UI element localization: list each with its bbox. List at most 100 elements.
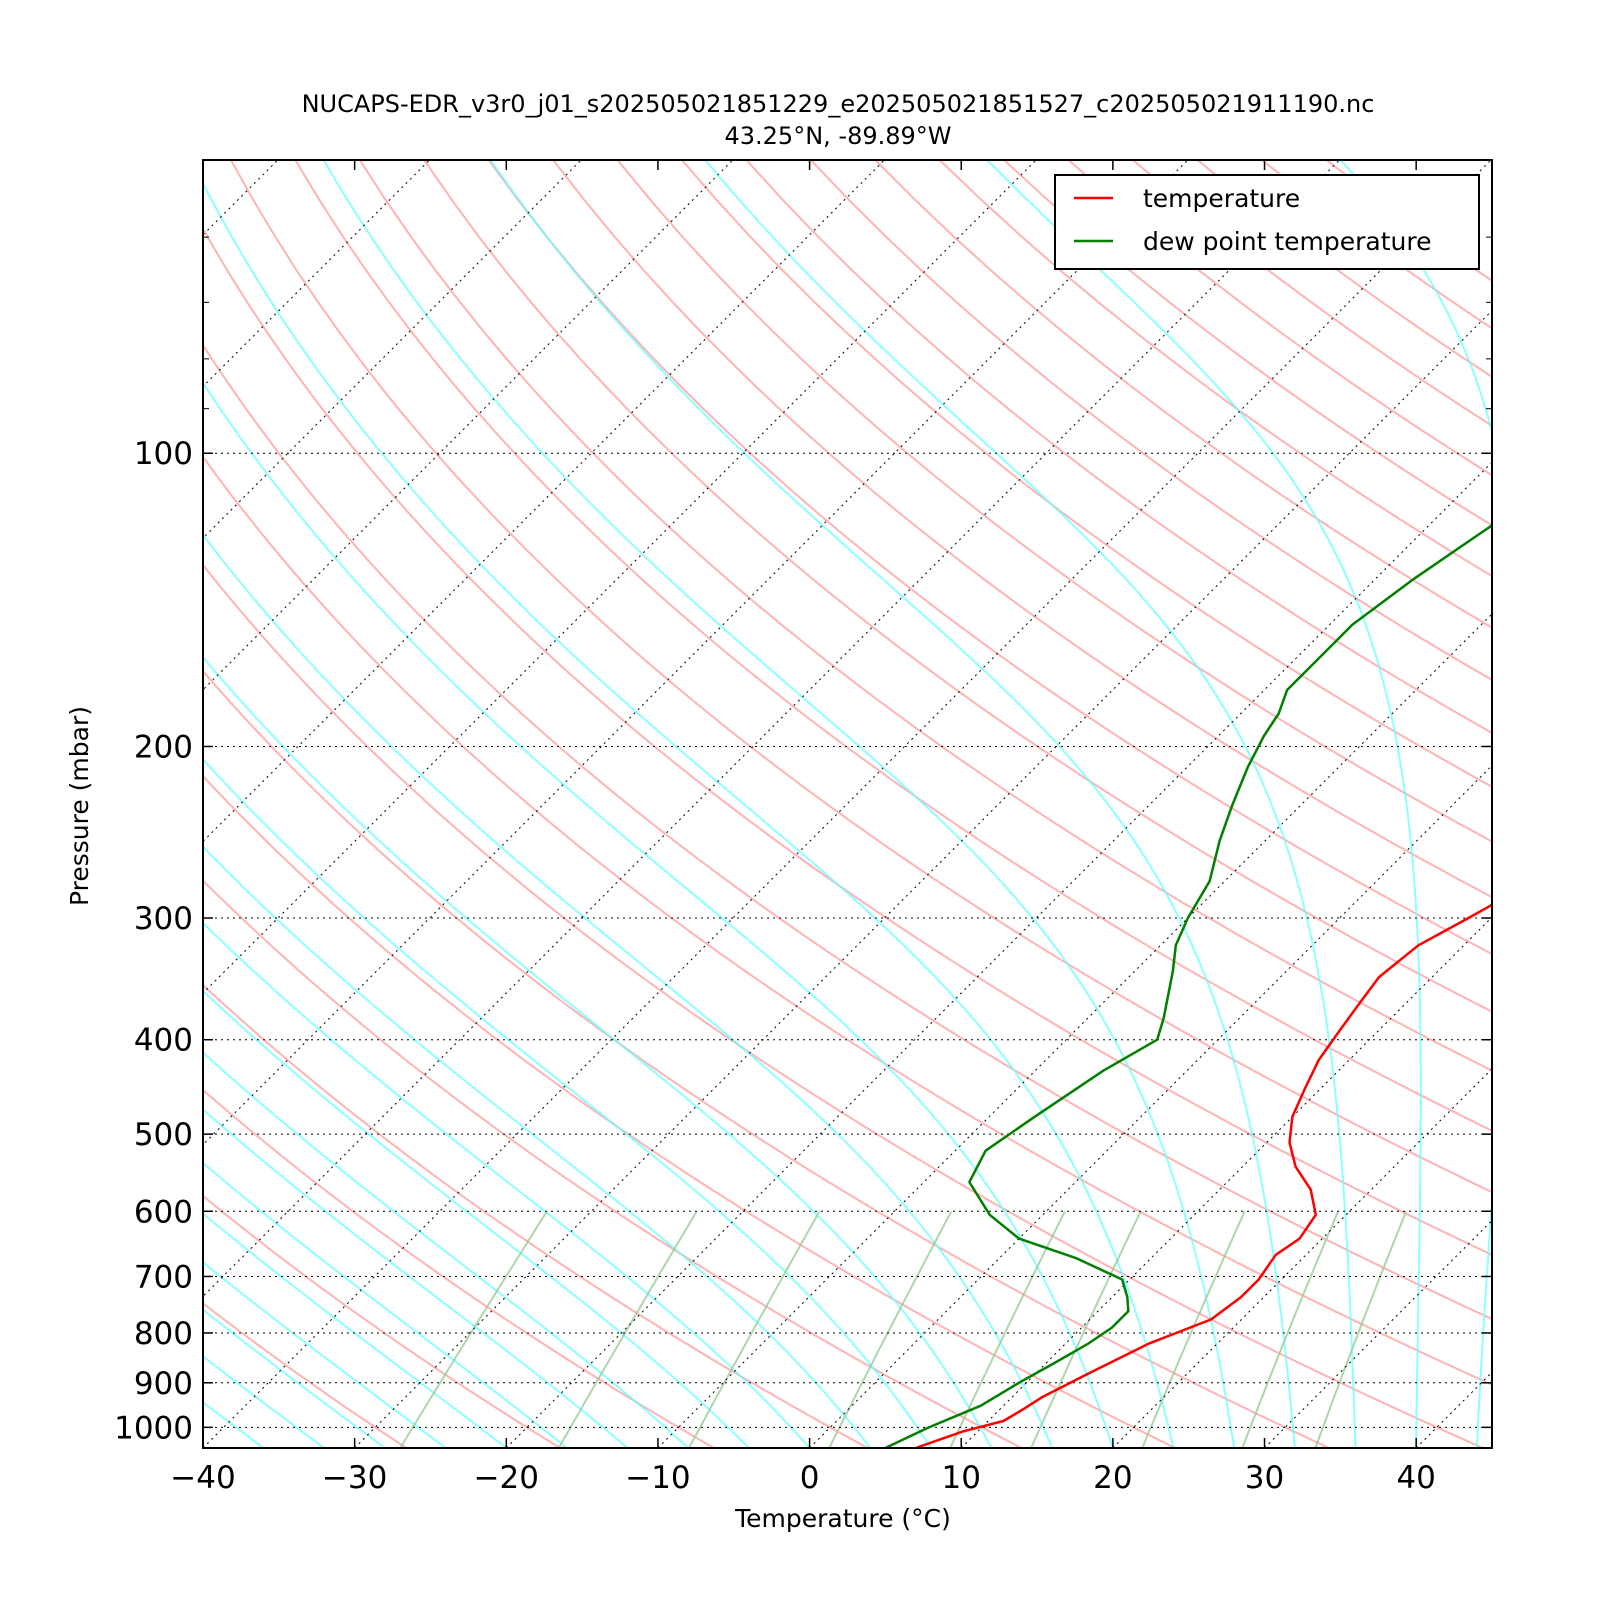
dry-adiabat bbox=[203, 563, 1484, 1448]
dry-adiabat bbox=[680, 160, 1492, 788]
moist-adiabat bbox=[704, 160, 1357, 1448]
moist-adiabat bbox=[203, 1212, 507, 1448]
dry-adiabat bbox=[203, 774, 1176, 1448]
dry-adiabat bbox=[551, 160, 1492, 899]
moist-adiabat bbox=[203, 381, 1114, 1448]
dry-adiabat bbox=[1067, 160, 1492, 477]
legend-label-temperature: temperature bbox=[1143, 184, 1300, 213]
dry-adiabat bbox=[873, 160, 1492, 629]
moist-adiabat bbox=[489, 160, 1296, 1448]
x-tick-label: −40 bbox=[170, 1460, 235, 1496]
isotherm-gridline bbox=[203, 160, 734, 691]
legend: temperature dew point temperature bbox=[1054, 174, 1480, 270]
x-tick-label: −10 bbox=[625, 1460, 690, 1496]
moist-adiabat bbox=[203, 1051, 689, 1448]
moist-adiabat bbox=[203, 758, 932, 1448]
dry-adiabat bbox=[938, 160, 1492, 578]
dry-adiabat bbox=[423, 160, 1492, 1013]
legend-label-dew-point: dew point temperature bbox=[1143, 227, 1432, 256]
dry-adiabat bbox=[1002, 160, 1492, 527]
x-axis-label: Temperature (°C) bbox=[734, 1504, 951, 1533]
mixing-ratio-line bbox=[399, 1210, 548, 1448]
y-tick-label: 400 bbox=[134, 1023, 193, 1059]
x-axis-ticks: −40 −30 −20 −10 0 10 20 30 40 bbox=[170, 160, 1436, 1496]
mixing-ratio-line bbox=[828, 1210, 953, 1448]
y-tick-label: 300 bbox=[134, 901, 193, 937]
isotherm-gridline bbox=[354, 309, 1492, 1448]
mixing-ratio-line bbox=[1141, 1210, 1246, 1448]
moist-adiabat bbox=[203, 921, 811, 1448]
dry-adiabat bbox=[203, 455, 1492, 1386]
moist-adiabat bbox=[203, 1355, 325, 1448]
dry-adiabat bbox=[203, 1301, 407, 1448]
dry-adiabat bbox=[229, 160, 1492, 1194]
x-tick-label: 0 bbox=[800, 1460, 820, 1496]
moist-adiabat bbox=[1339, 160, 1492, 1448]
dew-point-line bbox=[884, 523, 1492, 1448]
x-tick-label: 40 bbox=[1396, 1460, 1435, 1496]
dry-adiabat bbox=[203, 226, 1492, 1256]
mixing-ratio-line bbox=[1314, 1210, 1408, 1448]
isotherm-gridline bbox=[203, 160, 1492, 1448]
moist-adiabat bbox=[985, 160, 1422, 1448]
moist-adiabat bbox=[203, 1308, 386, 1448]
dry-adiabat bbox=[1195, 160, 1492, 379]
y-tick-label: 500 bbox=[134, 1117, 193, 1153]
dry-adiabat bbox=[203, 1088, 715, 1448]
mixing-ratio-line bbox=[688, 1210, 821, 1448]
moist-adiabat bbox=[203, 1401, 265, 1448]
y-tick-label: 1000 bbox=[114, 1410, 193, 1446]
dry-adiabat bbox=[203, 669, 1330, 1448]
dry-adiabat bbox=[487, 160, 1492, 956]
isotherm-gridline bbox=[960, 916, 1492, 1448]
mixing-ratio-line bbox=[1030, 1210, 1142, 1448]
dry-adiabat bbox=[294, 160, 1492, 1132]
chart-subtitle: 43.25°N, -89.89°W bbox=[724, 122, 951, 150]
moist-adiabat bbox=[322, 160, 1236, 1448]
dry-adiabat bbox=[1324, 160, 1492, 282]
y-axis-label: Pressure (mbar) bbox=[65, 706, 94, 906]
background-lines bbox=[203, 160, 1492, 1448]
mixing-ratio-line bbox=[1241, 1210, 1340, 1448]
x-tick-label: −20 bbox=[474, 1460, 539, 1496]
plot-frame bbox=[202, 159, 1493, 1449]
isotherm-gridline bbox=[1568, 160, 1600, 1448]
moist-adiabat bbox=[203, 533, 1054, 1448]
dry-adiabat bbox=[203, 343, 1492, 1321]
moist-adiabat bbox=[203, 1261, 447, 1448]
y-tick-label: 800 bbox=[134, 1316, 193, 1352]
moist-adiabat bbox=[203, 181, 1175, 1448]
chart-title: NUCAPS-EDR_v3r0_j01_s202505021851229_e20… bbox=[302, 90, 1375, 118]
temperature-line bbox=[915, 903, 1492, 1448]
moist-adiabat bbox=[203, 655, 993, 1448]
dry-adiabat bbox=[745, 160, 1492, 735]
dry-adiabat bbox=[358, 160, 1492, 1072]
isotherm-gridline bbox=[203, 160, 1037, 994]
isotherm-gridline bbox=[203, 160, 885, 843]
isotherm-gridline bbox=[1264, 1219, 1492, 1448]
x-tick-label: −30 bbox=[322, 1460, 387, 1496]
x-tick-label: 20 bbox=[1093, 1460, 1132, 1496]
moist-adiabat bbox=[203, 989, 750, 1448]
moist-adiabat bbox=[203, 1108, 629, 1448]
y-tick-label: 200 bbox=[134, 729, 193, 765]
y-tick-label: 900 bbox=[134, 1366, 193, 1402]
grid-lines bbox=[203, 160, 1600, 1448]
data-series bbox=[884, 523, 1492, 1448]
moist-adiabat bbox=[203, 1161, 568, 1448]
mixing-ratio-line bbox=[557, 1210, 698, 1448]
isotherm-gridline bbox=[203, 160, 1189, 1146]
moist-adiabat bbox=[203, 845, 871, 1448]
dry-adiabat bbox=[203, 983, 869, 1448]
x-tick-label: 10 bbox=[942, 1460, 981, 1496]
legend-box bbox=[1054, 174, 1480, 270]
mixing-ratio-line bbox=[949, 1210, 1066, 1448]
dry-adiabat bbox=[616, 160, 1492, 843]
isotherm-gridline bbox=[1415, 1371, 1492, 1448]
y-axis-ticks: 100 200 300 400 500 600 700 800 900 1000 bbox=[114, 159, 1492, 1446]
y-tick-label: 600 bbox=[134, 1194, 193, 1230]
dry-adiabat bbox=[203, 879, 1022, 1448]
y-tick-label: 100 bbox=[134, 436, 193, 472]
isotherm-gridline bbox=[657, 613, 1492, 1448]
